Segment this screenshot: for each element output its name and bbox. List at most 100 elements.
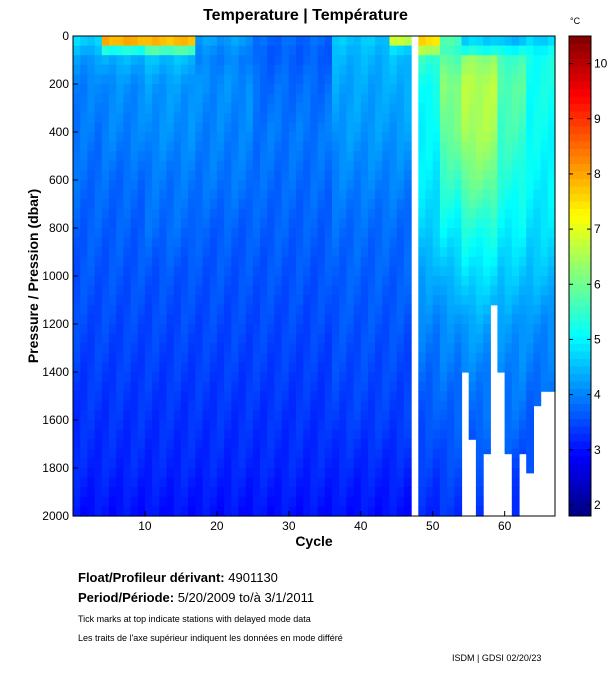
heatmap-cell — [540, 256, 549, 267]
heatmap-cell — [418, 55, 427, 66]
heatmap-cell — [195, 429, 204, 440]
heatmap-cell — [73, 55, 81, 66]
heatmap-cell — [346, 218, 355, 229]
heatmap-cell — [389, 64, 398, 75]
heatmap-cell — [454, 372, 463, 383]
heatmap-cell — [188, 199, 196, 210]
heatmap-cell — [547, 218, 556, 229]
heatmap-cell — [483, 295, 491, 306]
heatmap-cell — [224, 180, 232, 191]
heatmap-cell — [116, 439, 124, 450]
heatmap-cell — [137, 218, 146, 229]
heatmap-cell — [346, 496, 355, 507]
heatmap-cell — [375, 151, 383, 162]
heatmap-cell — [173, 468, 182, 479]
heatmap-cell — [116, 256, 124, 267]
heatmap-cell — [519, 343, 527, 354]
heatmap-cell — [252, 256, 261, 267]
heatmap-cell — [303, 458, 311, 469]
heatmap-cell — [396, 237, 405, 248]
heatmap-cell — [396, 74, 405, 85]
heatmap-cell — [432, 448, 441, 459]
heatmap-cell — [274, 189, 283, 200]
heatmap-cell — [123, 199, 132, 210]
heatmap-cell — [87, 266, 96, 277]
heatmap-cell — [475, 141, 484, 152]
heatmap-cell — [375, 266, 383, 277]
heatmap-cell — [288, 400, 297, 411]
heatmap-cell — [353, 477, 362, 488]
heatmap-cell — [116, 218, 124, 229]
colorbar-swatch — [569, 313, 591, 322]
heatmap-cell — [267, 468, 275, 479]
heatmap-cell — [202, 237, 211, 248]
heatmap-cell — [73, 218, 81, 229]
heatmap-cell — [382, 362, 391, 373]
heatmap-cell — [511, 429, 520, 440]
heatmap-cell — [109, 218, 117, 229]
heatmap-cell — [324, 429, 333, 440]
heatmap-cell — [94, 64, 103, 75]
heatmap-cell — [267, 237, 275, 248]
heatmap-cell — [267, 343, 275, 354]
heatmap-cell — [231, 180, 240, 191]
heatmap-cell — [188, 132, 196, 143]
heatmap-cell — [303, 208, 311, 219]
heatmap-cell — [468, 285, 477, 296]
heatmap-cell — [195, 314, 204, 325]
heatmap-cell — [288, 256, 297, 267]
heatmap-cell — [497, 132, 506, 143]
heatmap-cell — [238, 36, 247, 47]
heatmap-cell — [252, 333, 261, 344]
heatmap-cell — [303, 180, 311, 191]
heatmap-cell — [238, 247, 247, 258]
heatmap-cell — [475, 333, 484, 344]
heatmap-cell — [425, 247, 434, 258]
heatmap-cell — [375, 74, 383, 85]
heatmap-cell — [144, 64, 153, 75]
heatmap-cell — [245, 362, 254, 373]
heatmap-cell — [152, 420, 160, 431]
heatmap-cell — [231, 343, 240, 354]
heatmap-cell — [403, 477, 412, 488]
heatmap-cell — [152, 84, 160, 95]
heatmap-cell — [425, 122, 434, 133]
heatmap-cell — [418, 295, 427, 306]
heatmap-cell — [260, 372, 268, 383]
heatmap-cell — [403, 189, 412, 200]
heatmap-cell — [403, 324, 412, 335]
heatmap-cell — [375, 122, 383, 133]
heatmap-cell — [180, 93, 189, 104]
heatmap-cell — [94, 84, 103, 95]
heatmap-cell — [324, 228, 333, 239]
heatmap-cell — [497, 36, 506, 47]
heatmap-cell — [130, 160, 139, 171]
heatmap-cell — [152, 487, 160, 498]
heatmap-cell — [267, 256, 275, 267]
heatmap-cell — [353, 487, 362, 498]
heatmap-cell — [432, 237, 441, 248]
heatmap-cell — [231, 74, 240, 85]
heatmap-cell — [382, 170, 391, 181]
heatmap-cell — [116, 151, 124, 162]
heatmap-cell — [224, 170, 232, 181]
heatmap-cell — [339, 496, 347, 507]
heatmap-cell — [274, 266, 283, 277]
heatmap-cell — [353, 496, 362, 507]
heatmap-cell — [475, 420, 484, 431]
heatmap-cell — [303, 496, 311, 507]
heatmap-cell — [432, 429, 441, 440]
heatmap-cell — [152, 285, 160, 296]
heatmap-cell — [180, 141, 189, 152]
heatmap-cell — [454, 84, 463, 95]
heatmap-cell — [533, 314, 542, 325]
heatmap-cell — [73, 496, 81, 507]
heatmap-cell — [368, 304, 376, 315]
heatmap-cell — [209, 218, 218, 229]
heatmap-cell — [281, 228, 290, 239]
heatmap-cell — [209, 429, 218, 440]
heatmap-cell — [238, 256, 247, 267]
heatmap-cell — [303, 304, 311, 315]
heatmap-cell — [439, 55, 448, 66]
heatmap-cell — [339, 112, 347, 123]
